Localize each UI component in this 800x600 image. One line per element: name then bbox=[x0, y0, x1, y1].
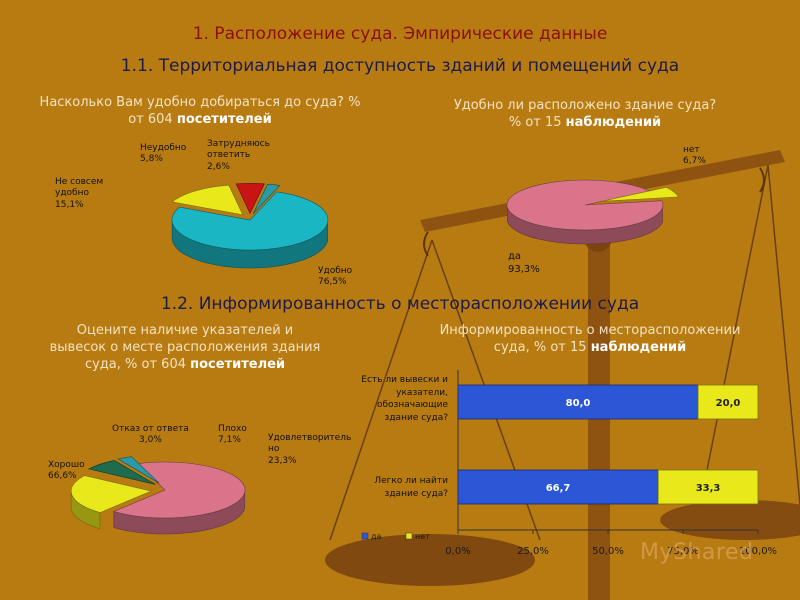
bar-0-value-label-0: 80,0 bbox=[566, 398, 591, 409]
chart1-title-line2: от 604 bbox=[128, 111, 173, 127]
bar-0-segment-1 bbox=[697, 384, 759, 420]
bar-category-label-1: Есть ли вывески и указатели, обозначающи… bbox=[340, 374, 448, 424]
legend-label-0: да bbox=[371, 532, 382, 541]
pie3-slice-1 bbox=[70, 475, 153, 513]
bar-cat1-line3: обозначающие bbox=[376, 400, 448, 411]
chart3-title-line2: вывесок о месте расположения здания bbox=[49, 339, 321, 355]
x-tick-label: 75,0% bbox=[667, 546, 699, 557]
legend-swatch-1 bbox=[405, 532, 413, 540]
chart4-title-bold: наблюдений bbox=[590, 339, 687, 355]
pie1-label-ne-sovsem: Не совсем удобно 15,1% bbox=[55, 177, 103, 211]
pie1-label-zatrudnyayus: Затрудняюсь ответить 2,6% bbox=[207, 139, 270, 173]
pie1-label-neudobno: Неудобно 5,8% bbox=[140, 143, 186, 166]
pie1-label-zatrudnyayus-line1: Затрудняюсь bbox=[207, 139, 270, 149]
pie2-label-net-value: 6,7% bbox=[683, 156, 706, 167]
chart2-title-bold: наблюдений bbox=[565, 114, 662, 130]
pie-chart-location bbox=[506, 179, 679, 245]
bar-1-value-label-1: 33,3 bbox=[696, 483, 721, 494]
legend-swatch-0 bbox=[361, 532, 369, 540]
pie-chart-convenience bbox=[171, 183, 329, 269]
x-tick-label: 50,0% bbox=[592, 546, 624, 557]
pie2-label-net-name: нет bbox=[683, 145, 700, 155]
pie1-label-ne-sovsem-line2: удобно bbox=[55, 188, 89, 199]
x-tick-label: 0,0% bbox=[445, 546, 470, 557]
pie3-label-udovl: Удовлетворитель но 23,3% bbox=[268, 433, 351, 467]
pie3-label-khorosho-value: 66,6% bbox=[48, 471, 77, 482]
pie3-label-udovl-value: 23,3% bbox=[268, 455, 297, 466]
pie3-label-udovl-line1: Удовлетворитель bbox=[268, 433, 352, 443]
section-title-1: 1.1. Территориальная доступность зданий … bbox=[120, 56, 680, 76]
chart3-title-line3: суда, % от 604 bbox=[84, 356, 186, 372]
chart3-title-bold: посетителей bbox=[190, 356, 286, 372]
pie2-label-net: нет 6,7% bbox=[683, 145, 706, 168]
pie1-label-udobno-name: Удобно bbox=[318, 266, 353, 276]
bar-cat2-line1: Легко ли найти bbox=[374, 476, 448, 486]
slide-title: 1. Расположение суда. Эмпирические данны… bbox=[192, 24, 608, 44]
watermark-text: MyShared bbox=[640, 540, 754, 565]
chart1-title-bold: посетителей bbox=[176, 111, 272, 127]
pie-chart-signs-rating bbox=[70, 456, 246, 535]
pie1-label-zatrudnyayus-line2: ответить bbox=[207, 150, 251, 161]
pie1-label-ne-sovsem-line1: Не совсем bbox=[55, 177, 104, 187]
pie3-label-ploho-name: Плохо bbox=[218, 424, 247, 434]
bar-cat2-line2: здание суда? bbox=[384, 488, 448, 499]
chart2-title-line1: Удобно ли расположено здание суда? bbox=[453, 98, 717, 113]
pie1-label-ne-sovsem-value: 15,1% bbox=[55, 199, 84, 210]
pie1-label-udobno-value: 76,5% bbox=[318, 277, 347, 288]
chart4-title-line1: Информированность о месторасположении bbox=[439, 323, 741, 338]
chart2-title-line2: % от 15 bbox=[508, 114, 562, 130]
pie1-slice-0 bbox=[171, 191, 329, 251]
pie1-slice-3 bbox=[252, 183, 281, 214]
chart1-title-line1: Насколько Вам удобно добираться до суда?… bbox=[39, 95, 361, 110]
bar-cat1-line4: здание суда? bbox=[384, 412, 448, 423]
section-title-2: 1.2. Информированность о месторасположен… bbox=[160, 294, 640, 314]
pie1-label-neudobno-value: 5,8% bbox=[140, 154, 163, 165]
pie1-label-udobno: Удобно 76,5% bbox=[318, 266, 352, 289]
pie3-slice-3 bbox=[117, 456, 160, 484]
legend-label-1: нет bbox=[415, 532, 430, 541]
bar-1-segment-1 bbox=[657, 469, 759, 505]
pie3-label-otkaz: Отказ от ответа 3,0% bbox=[112, 424, 189, 447]
chart4-title-line2: суда, % от 15 bbox=[493, 339, 587, 355]
pie3-label-otkaz-name: Отказ от ответа bbox=[112, 424, 189, 434]
bar-category-label-2: Легко ли найти здание суда? bbox=[340, 475, 448, 500]
chart1-title: Насколько Вам удобно добираться до суда?… bbox=[20, 95, 380, 129]
chart4-title: Информированность о месторасположении су… bbox=[420, 323, 760, 357]
bar-cat1-line1: Есть ли вывески и bbox=[361, 375, 448, 385]
x-tick-label: 25,0% bbox=[517, 546, 549, 557]
pie1-slice-2 bbox=[235, 183, 265, 215]
pie2-label-da-value: 93,3% bbox=[508, 263, 540, 275]
chart3-title: Оцените наличие указателей и вывесок о м… bbox=[20, 323, 350, 374]
pie3-label-otkaz-value: 3,0% bbox=[139, 435, 162, 446]
bar-1-value-label-0: 66,7 bbox=[546, 483, 571, 494]
pie2-label-da: да 93,3% bbox=[508, 251, 540, 276]
watermark: MyShared bbox=[640, 540, 753, 565]
pie1-label-zatrudnyayus-value: 2,6% bbox=[207, 161, 230, 172]
pie3-label-khorosho-name: Хорошо bbox=[48, 460, 85, 470]
bar-0-value-label-1: 20,0 bbox=[716, 398, 741, 409]
pie1-label-neudobno-name: Неудобно bbox=[140, 143, 187, 153]
x-tick-label: 100,0% bbox=[739, 546, 777, 557]
stacked-bar-chart: 80,0 20,0 66,7 33,3 0,0% 25,0% 50,0% 75,0% 100,0… bbox=[361, 370, 777, 557]
pie3-slice-2 bbox=[87, 460, 156, 485]
pie2-slice-0 bbox=[506, 179, 664, 231]
pie3-label-khorosho: Хорошо 66,6% bbox=[48, 460, 85, 483]
pie2-slice-1 bbox=[601, 186, 679, 202]
pie3-label-ploho-value: 7,1% bbox=[218, 435, 241, 446]
bar-cat1-line2: указатели, bbox=[396, 387, 448, 398]
chart2-title: Удобно ли расположено здание суда? % от … bbox=[410, 98, 760, 132]
pie3-slice-0 bbox=[112, 461, 246, 519]
pie2-label-da-name: да bbox=[508, 251, 522, 262]
chart3-title-line1: Оцените наличие указателей и bbox=[76, 323, 294, 338]
pie3-label-ploho: Плохо 7,1% bbox=[218, 424, 247, 447]
pie1-slice-1 bbox=[171, 184, 244, 216]
pie3-label-udovl-line2: но bbox=[268, 444, 280, 455]
